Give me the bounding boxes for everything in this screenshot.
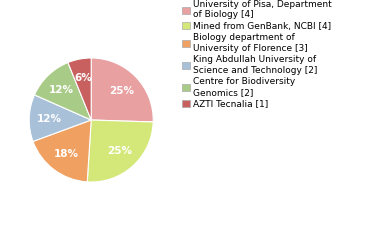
Wedge shape [33, 120, 91, 182]
Text: 6%: 6% [74, 73, 92, 84]
Wedge shape [87, 120, 153, 182]
Text: 12%: 12% [36, 114, 62, 124]
Wedge shape [35, 62, 91, 120]
Wedge shape [29, 95, 91, 141]
Text: 25%: 25% [107, 146, 132, 156]
Legend: University of Pisa, Department
of Biology [4], Mined from GenBank, NCBI [4], Bio: University of Pisa, Department of Biolog… [182, 0, 332, 108]
Text: 25%: 25% [109, 86, 134, 96]
Wedge shape [68, 58, 91, 120]
Text: 18%: 18% [53, 149, 78, 159]
Text: 12%: 12% [49, 85, 74, 95]
Wedge shape [91, 58, 153, 122]
